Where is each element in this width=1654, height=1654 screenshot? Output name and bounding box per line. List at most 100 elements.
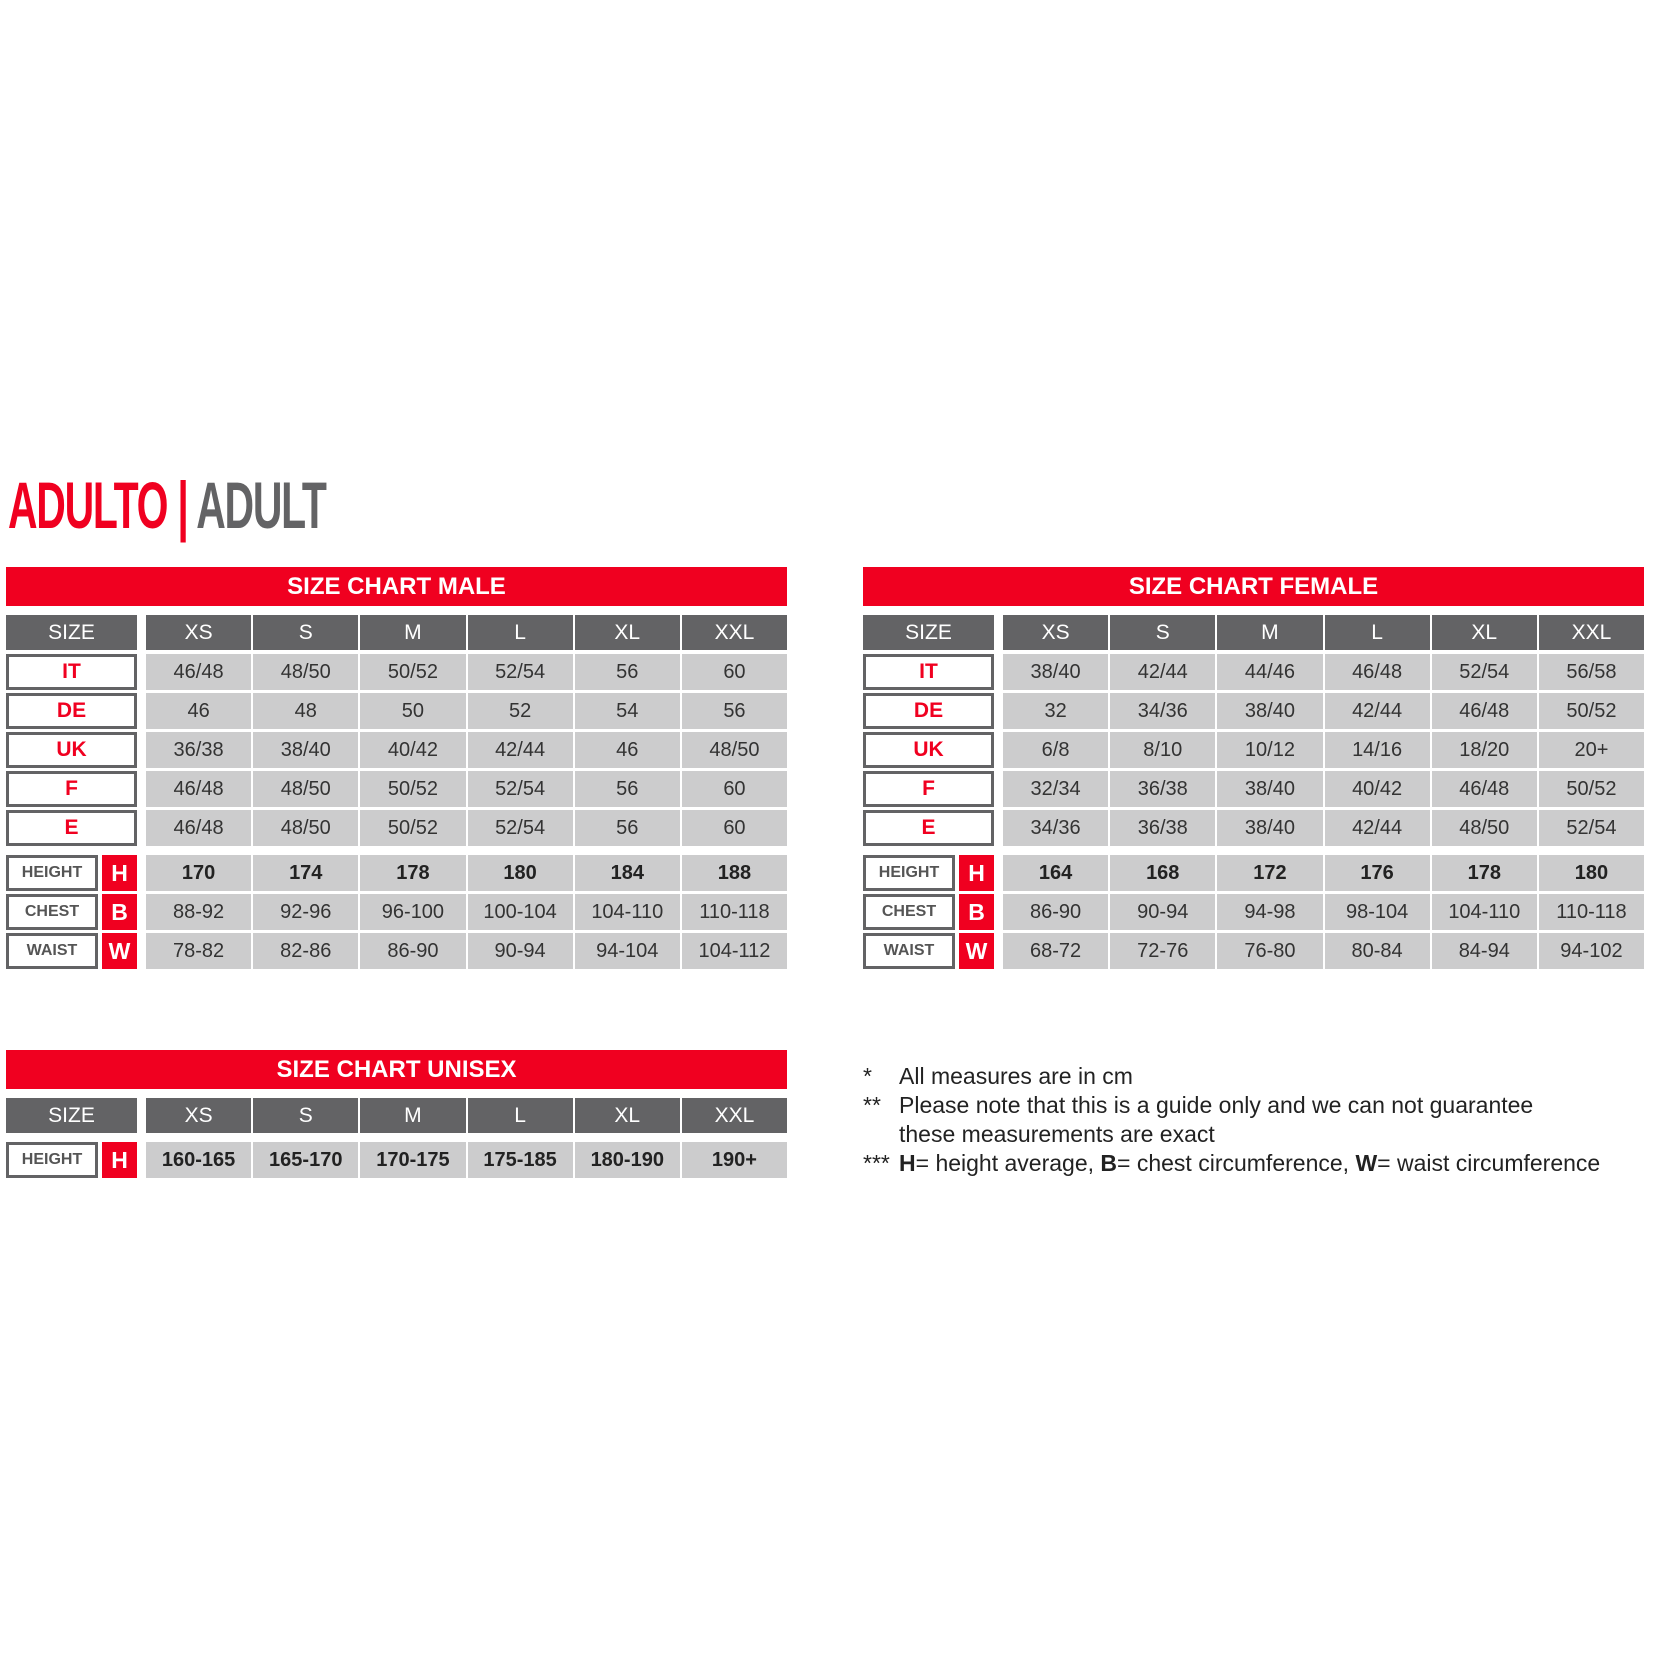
size-column-header: L (1324, 615, 1430, 650)
table-cell: 188 (681, 855, 788, 891)
row-cells: 86-90 90-94 94-98 98-104 104-110 110-118 (1003, 894, 1645, 930)
table-cell: 38/40 (1217, 810, 1323, 846)
table-cell: 14/16 (1324, 732, 1430, 768)
table-cell: 48/50 (253, 810, 359, 846)
table-cell: 170 (146, 855, 252, 891)
footnote-part: W (1355, 1150, 1378, 1176)
size-column-header: XXL (1538, 615, 1645, 650)
table-cell: 72-76 (1110, 933, 1216, 969)
footnote-marker: * (863, 1063, 872, 1089)
title-italian: ADULTO (8, 468, 169, 542)
row-cells: 170 174 178 180 184 188 (146, 855, 788, 891)
table-cell: 46/48 (146, 810, 252, 846)
header-row: SIZE XS S M L XL XXL (863, 615, 1645, 650)
table-cell: 38/40 (1217, 771, 1323, 807)
table-cell: 160-165 (146, 1142, 252, 1178)
table-cell: 76-80 (1217, 933, 1323, 969)
measure-label: HEIGHT H (6, 855, 137, 891)
row-cells: 32 34/36 38/40 42/44 46/48 50/52 (1003, 693, 1645, 729)
table-cell: 52/54 (467, 654, 573, 690)
measure-label: CHEST B (6, 894, 137, 930)
table-cell: 100-104 (467, 894, 573, 930)
measure-letter: W (959, 933, 994, 969)
measure-name: WAIST (6, 933, 98, 969)
header-row: SIZE XS S M L XL XXL (6, 615, 788, 650)
measure-name: CHEST (863, 894, 955, 930)
row-cells: 46 48 50 52 54 56 (146, 693, 788, 729)
table-cell: 40/42 (360, 732, 466, 768)
table-cell: 46/48 (146, 654, 252, 690)
header-row: SIZE XS S M L XL XXL (6, 1098, 788, 1133)
table-cell: 46/48 (1431, 693, 1537, 729)
header-cells: XS S M L XL XXL (146, 615, 788, 650)
measure-row: CHEST B 86-90 90-94 94-98 98-104 104-110 110-11… (863, 894, 1645, 930)
table-cell: 52/54 (467, 810, 573, 846)
size-column-header: L (467, 615, 573, 650)
size-column-header: XL (1431, 615, 1537, 650)
table-cell: 86-90 (1003, 894, 1109, 930)
table-cell: 80-84 (1324, 933, 1430, 969)
table-cell: 94-104 (574, 933, 680, 969)
size-column-header: L (467, 1098, 573, 1133)
table-cell: 50/52 (1538, 771, 1645, 807)
table-cell: 68-72 (1003, 933, 1109, 969)
footnote-part: B (1100, 1150, 1118, 1176)
footnote-part: = chest circumference, (1117, 1150, 1356, 1176)
footnote-text: All measures are in cm (899, 1062, 1133, 1091)
table-cell: 60 (681, 810, 788, 846)
measure-letter: B (959, 894, 994, 930)
table-cell: 46/48 (1324, 654, 1430, 690)
row-cells: 88-92 92-96 96-100 100-104 104-110 110-118 (146, 894, 788, 930)
size-system-label: DE (6, 693, 137, 729)
table-cell: 48 (253, 693, 359, 729)
row-cells: 32/34 36/38 38/40 40/42 46/48 50/52 (1003, 771, 1645, 807)
table-cell: 164 (1003, 855, 1109, 891)
table-cell: 52/54 (1431, 654, 1537, 690)
table-cell: 86-90 (360, 933, 466, 969)
size-column-header: M (1217, 615, 1323, 650)
table-cell: 178 (1431, 855, 1537, 891)
size-chart-female: SIZE CHART FEMALE SIZE XS S M L XL XXL IT 38/40 42… (863, 567, 1645, 972)
table-cell: 50/52 (1538, 693, 1645, 729)
table-cell: 38/40 (1217, 693, 1323, 729)
size-column-header: XL (574, 1098, 680, 1133)
table-cell: 36/38 (146, 732, 252, 768)
table-row: UK 6/8 8/10 10/12 14/16 18/20 20+ (863, 732, 1645, 768)
table-cell: 38/40 (1003, 654, 1109, 690)
table-cell: 104-110 (1431, 894, 1537, 930)
table-cell: 44/46 (1217, 654, 1323, 690)
footnote-part: All measures are in cm (899, 1063, 1133, 1089)
measure-name: WAIST (863, 933, 955, 969)
measure-row: WAIST W 68-72 72-76 76-80 80-84 84-94 94-102 (863, 933, 1645, 969)
footnote-part: = waist circumference (1377, 1150, 1601, 1176)
size-column-header: XS (146, 615, 252, 650)
table-row: E 34/36 36/38 38/40 42/44 48/50 52/54 (863, 810, 1645, 846)
measure-row: HEIGHT H 164 168 172 176 178 180 (863, 855, 1645, 891)
measure-row: HEIGHT H 160-165 165-170 170-175 175-185 180-1… (6, 1142, 788, 1178)
table-cell: 168 (1110, 855, 1216, 891)
table-cell: 78-82 (146, 933, 252, 969)
measure-letter: B (102, 894, 137, 930)
table-cell: 48/50 (1431, 810, 1537, 846)
table-cell: 42/44 (467, 732, 573, 768)
table-cell: 50/52 (360, 654, 466, 690)
table-cell: 172 (1217, 855, 1323, 891)
size-column-header: S (1110, 615, 1216, 650)
size-system-label: E (863, 810, 994, 846)
table-cell: 36/38 (1110, 771, 1216, 807)
table-cell: 50 (360, 693, 466, 729)
table-cell: 56/58 (1538, 654, 1645, 690)
table-title: SIZE CHART UNISEX (6, 1050, 787, 1089)
table-cell: 84-94 (1431, 933, 1537, 969)
measure-label: CHEST B (863, 894, 994, 930)
table-cell: 40/42 (1324, 771, 1430, 807)
row-cells: 78-82 82-86 86-90 90-94 94-104 104-112 (146, 933, 788, 969)
size-system-label: UK (6, 732, 137, 768)
size-chart-male: SIZE CHART MALE SIZE XS S M L XL XXL IT 46/48 48/5… (6, 567, 788, 972)
header-cells: XS S M L XL XXL (146, 1098, 788, 1133)
table-row: E 46/48 48/50 50/52 52/54 56 60 (6, 810, 788, 846)
table-cell: 88-92 (146, 894, 252, 930)
measure-name: HEIGHT (6, 1142, 98, 1178)
size-system-label: E (6, 810, 137, 846)
table-cell: 50/52 (360, 771, 466, 807)
